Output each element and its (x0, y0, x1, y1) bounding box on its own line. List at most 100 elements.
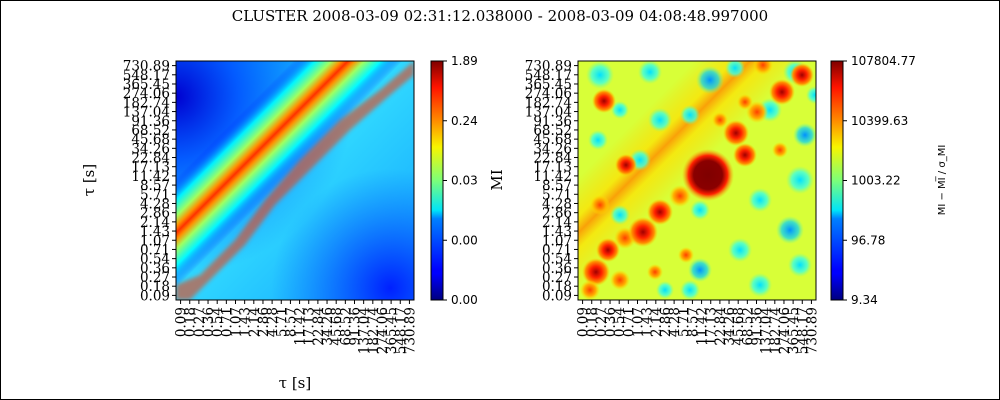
y-tick-label: 548.17 (525, 68, 572, 84)
x-tick-label: 0.71 (621, 307, 637, 337)
colorbar-tick-label: 10399.63 (851, 114, 908, 128)
mi-colorbar-ticks: 0.00 0.00 0.03 0.24 1.89 (443, 54, 478, 307)
y-tick-label: 0.71 (542, 242, 572, 258)
y-tick-label: 17.13 (131, 160, 170, 176)
x-tick-label: 137.04 (357, 307, 373, 354)
x-tick-label: 1.43 (640, 307, 656, 337)
colorbar-tick-label: 1003.22 (851, 174, 901, 188)
y-tick-label: 365.45 (123, 77, 170, 93)
colorbar-tick-label: 0.00 (451, 293, 478, 307)
y-tick-label: 22.84 (131, 151, 170, 167)
y-tick-label: 0.18 (140, 279, 170, 295)
x-tick-label: 0.36 (603, 307, 619, 337)
x-tick-label: 0.27 (594, 307, 610, 337)
x-tick-label: 34.26 (320, 307, 336, 346)
x-tick-label: 0.71 (219, 307, 235, 337)
mi-colorbar-label: MI (488, 169, 506, 190)
y-tick-label: 182.74 (525, 95, 572, 111)
significance-colorbar-ticks: 9.34 96.78 1003.22 10399.63 107804.77 (843, 54, 916, 307)
y-tick-label: 0.71 (140, 242, 170, 258)
x-tick-label: 1.07 (229, 307, 245, 337)
x-tick-label: 0.54 (612, 307, 628, 337)
y-tick-label: 0.27 (140, 270, 170, 286)
y-tick-label: 2.14 (140, 215, 170, 231)
mi-heatmap (175, 60, 415, 301)
x-tick-label: 365.45 (786, 307, 802, 354)
x-tick-label: 2.86 (658, 307, 674, 337)
x-tick-label: 17.13 (704, 307, 720, 346)
x-tick-label: 548.17 (393, 307, 409, 354)
y-tick-label: 2.86 (542, 206, 572, 222)
mi-colorbar (430, 60, 444, 301)
y-tick-label: 1.07 (140, 233, 170, 249)
colorbar-tick-label: 0.00 (451, 233, 478, 247)
x-tick-label: 22.84 (713, 307, 729, 346)
x-tick-label: 182.74 (366, 307, 382, 354)
y-tick-label: 45.68 (131, 132, 170, 148)
x-tick-label: 730.89 (402, 307, 418, 354)
y-tick-label: 8.57 (140, 178, 170, 194)
x-tick-label: 2.14 (247, 307, 263, 337)
colorbar-tick-label: 9.34 (851, 293, 878, 307)
mi-heatmap-ylabel: τ [s] (80, 164, 98, 196)
y-tick-label: 2.86 (140, 206, 170, 222)
x-tick-label: 0.27 (192, 307, 208, 337)
y-tick-label: 137.04 (123, 105, 170, 121)
y-tick-label: 68.52 (131, 123, 170, 139)
y-tick-label: 365.45 (525, 77, 572, 93)
y-tick-label: 4.28 (542, 196, 572, 212)
mi-heatmap-ticks: 0.090.180.270.360.540.711.071.432.142.86… (123, 59, 419, 355)
x-tick-label: 4.28 (667, 307, 683, 337)
x-tick-label: 0.54 (210, 307, 226, 337)
y-tick-label: 91.36 (131, 114, 170, 130)
significance-heatmap-ticks: 0.090.180.270.360.540.711.071.432.142.86… (525, 59, 821, 355)
x-tick-label: 0.18 (183, 307, 199, 337)
y-tick-label: 1.07 (542, 233, 572, 249)
x-tick-label: 4.28 (265, 307, 281, 337)
y-tick-label: 0.27 (542, 270, 572, 286)
y-tick-label: 5.71 (140, 187, 170, 203)
x-tick-label: 45.68 (329, 307, 345, 346)
y-tick-label: 11.42 (131, 169, 170, 185)
x-tick-label: 0.09 (576, 307, 592, 337)
x-tick-label: 274.06 (375, 307, 391, 354)
x-tick-label: 68.52 (740, 307, 756, 346)
y-tick-label: 1.43 (542, 224, 572, 240)
y-tick-label: 8.57 (542, 178, 572, 194)
significance-colorbar-label: MI − MI̅ / σ_MI (935, 145, 948, 216)
x-tick-label: 17.13 (302, 307, 318, 346)
y-tick-label: 0.36 (140, 261, 170, 277)
y-tick-label: 4.28 (140, 196, 170, 212)
colorbar-tick-label: 96.78 (851, 233, 885, 247)
y-tick-label: 68.52 (533, 123, 572, 139)
significance-heatmap (577, 60, 817, 301)
y-tick-label: 730.89 (123, 59, 170, 75)
y-tick-label: 0.54 (140, 252, 170, 268)
x-tick-label: 365.45 (384, 307, 400, 354)
x-tick-label: 22.84 (311, 307, 327, 346)
mi-heatmap-xlabel: τ [s] (279, 374, 311, 392)
y-tick-label: 17.13 (533, 160, 572, 176)
x-tick-label: 274.06 (777, 307, 793, 354)
x-tick-label: 1.43 (238, 307, 254, 337)
x-tick-label: 0.18 (585, 307, 601, 337)
x-tick-label: 2.86 (256, 307, 272, 337)
x-tick-label: 68.52 (338, 307, 354, 346)
x-tick-label: 91.36 (750, 307, 766, 346)
y-tick-label: 730.89 (525, 59, 572, 75)
x-tick-label: 11.42 (293, 307, 309, 346)
figure-title: CLUSTER 2008-03-09 02:31:12.038000 - 200… (232, 7, 768, 25)
x-tick-label: 1.07 (631, 307, 647, 337)
y-tick-label: 137.04 (525, 105, 572, 121)
x-tick-label: 182.74 (768, 307, 784, 354)
x-tick-label: 137.04 (759, 307, 775, 354)
x-tick-label: 5.71 (274, 307, 290, 337)
x-tick-label: 8.57 (283, 307, 299, 337)
y-tick-label: 274.06 (525, 86, 572, 102)
y-tick-label: 182.74 (123, 95, 170, 111)
y-tick-label: 0.09 (140, 288, 170, 304)
x-tick-label: 0.09 (174, 307, 190, 337)
x-tick-label: 5.71 (676, 307, 692, 337)
y-tick-label: 91.36 (533, 114, 572, 130)
